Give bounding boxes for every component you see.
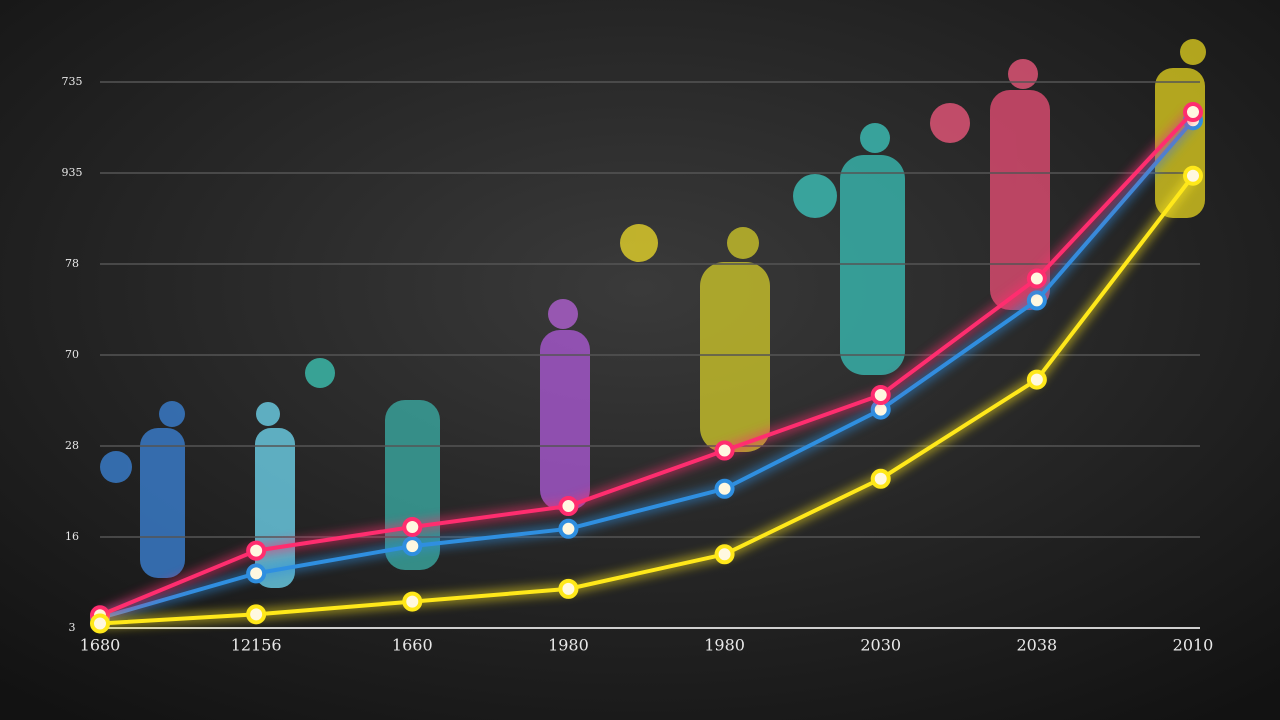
point [714,478,735,499]
y-tick-label: 28 [65,439,79,452]
x-tick-label: 2010 [1173,636,1214,655]
point [402,591,423,612]
y-tick-label: 935 [62,166,83,179]
y-tick-label: 3 [69,621,76,634]
x-tick-label: 12156 [231,636,282,655]
series-line [99,118,1195,620]
series-line [99,110,1195,618]
x-tick-label: 1680 [80,636,121,655]
point [558,578,579,599]
x-tick-label: 2038 [1016,636,1057,655]
x-tick-label: 1980 [704,636,745,655]
x-tick-label: 1980 [548,636,589,655]
point [1026,290,1047,311]
point [558,518,579,539]
point [246,540,267,561]
y-tick-label: 16 [65,530,79,543]
y-tick-label: 735 [62,75,83,88]
point [1026,268,1047,289]
point [558,496,579,517]
x-tick-label: 1660 [392,636,433,655]
point [402,536,423,557]
series-line [99,174,1195,626]
point [714,544,735,565]
point [870,385,891,406]
point [870,468,891,489]
y-tick-label: 70 [65,348,79,361]
point [246,563,267,584]
point [90,613,110,634]
point [1026,369,1047,390]
point [1183,102,1203,123]
y-tick-label: 78 [65,257,79,270]
point [246,604,267,625]
point [402,516,423,537]
point [1183,165,1203,186]
point [714,440,735,461]
x-tick-label: 2030 [860,636,901,655]
